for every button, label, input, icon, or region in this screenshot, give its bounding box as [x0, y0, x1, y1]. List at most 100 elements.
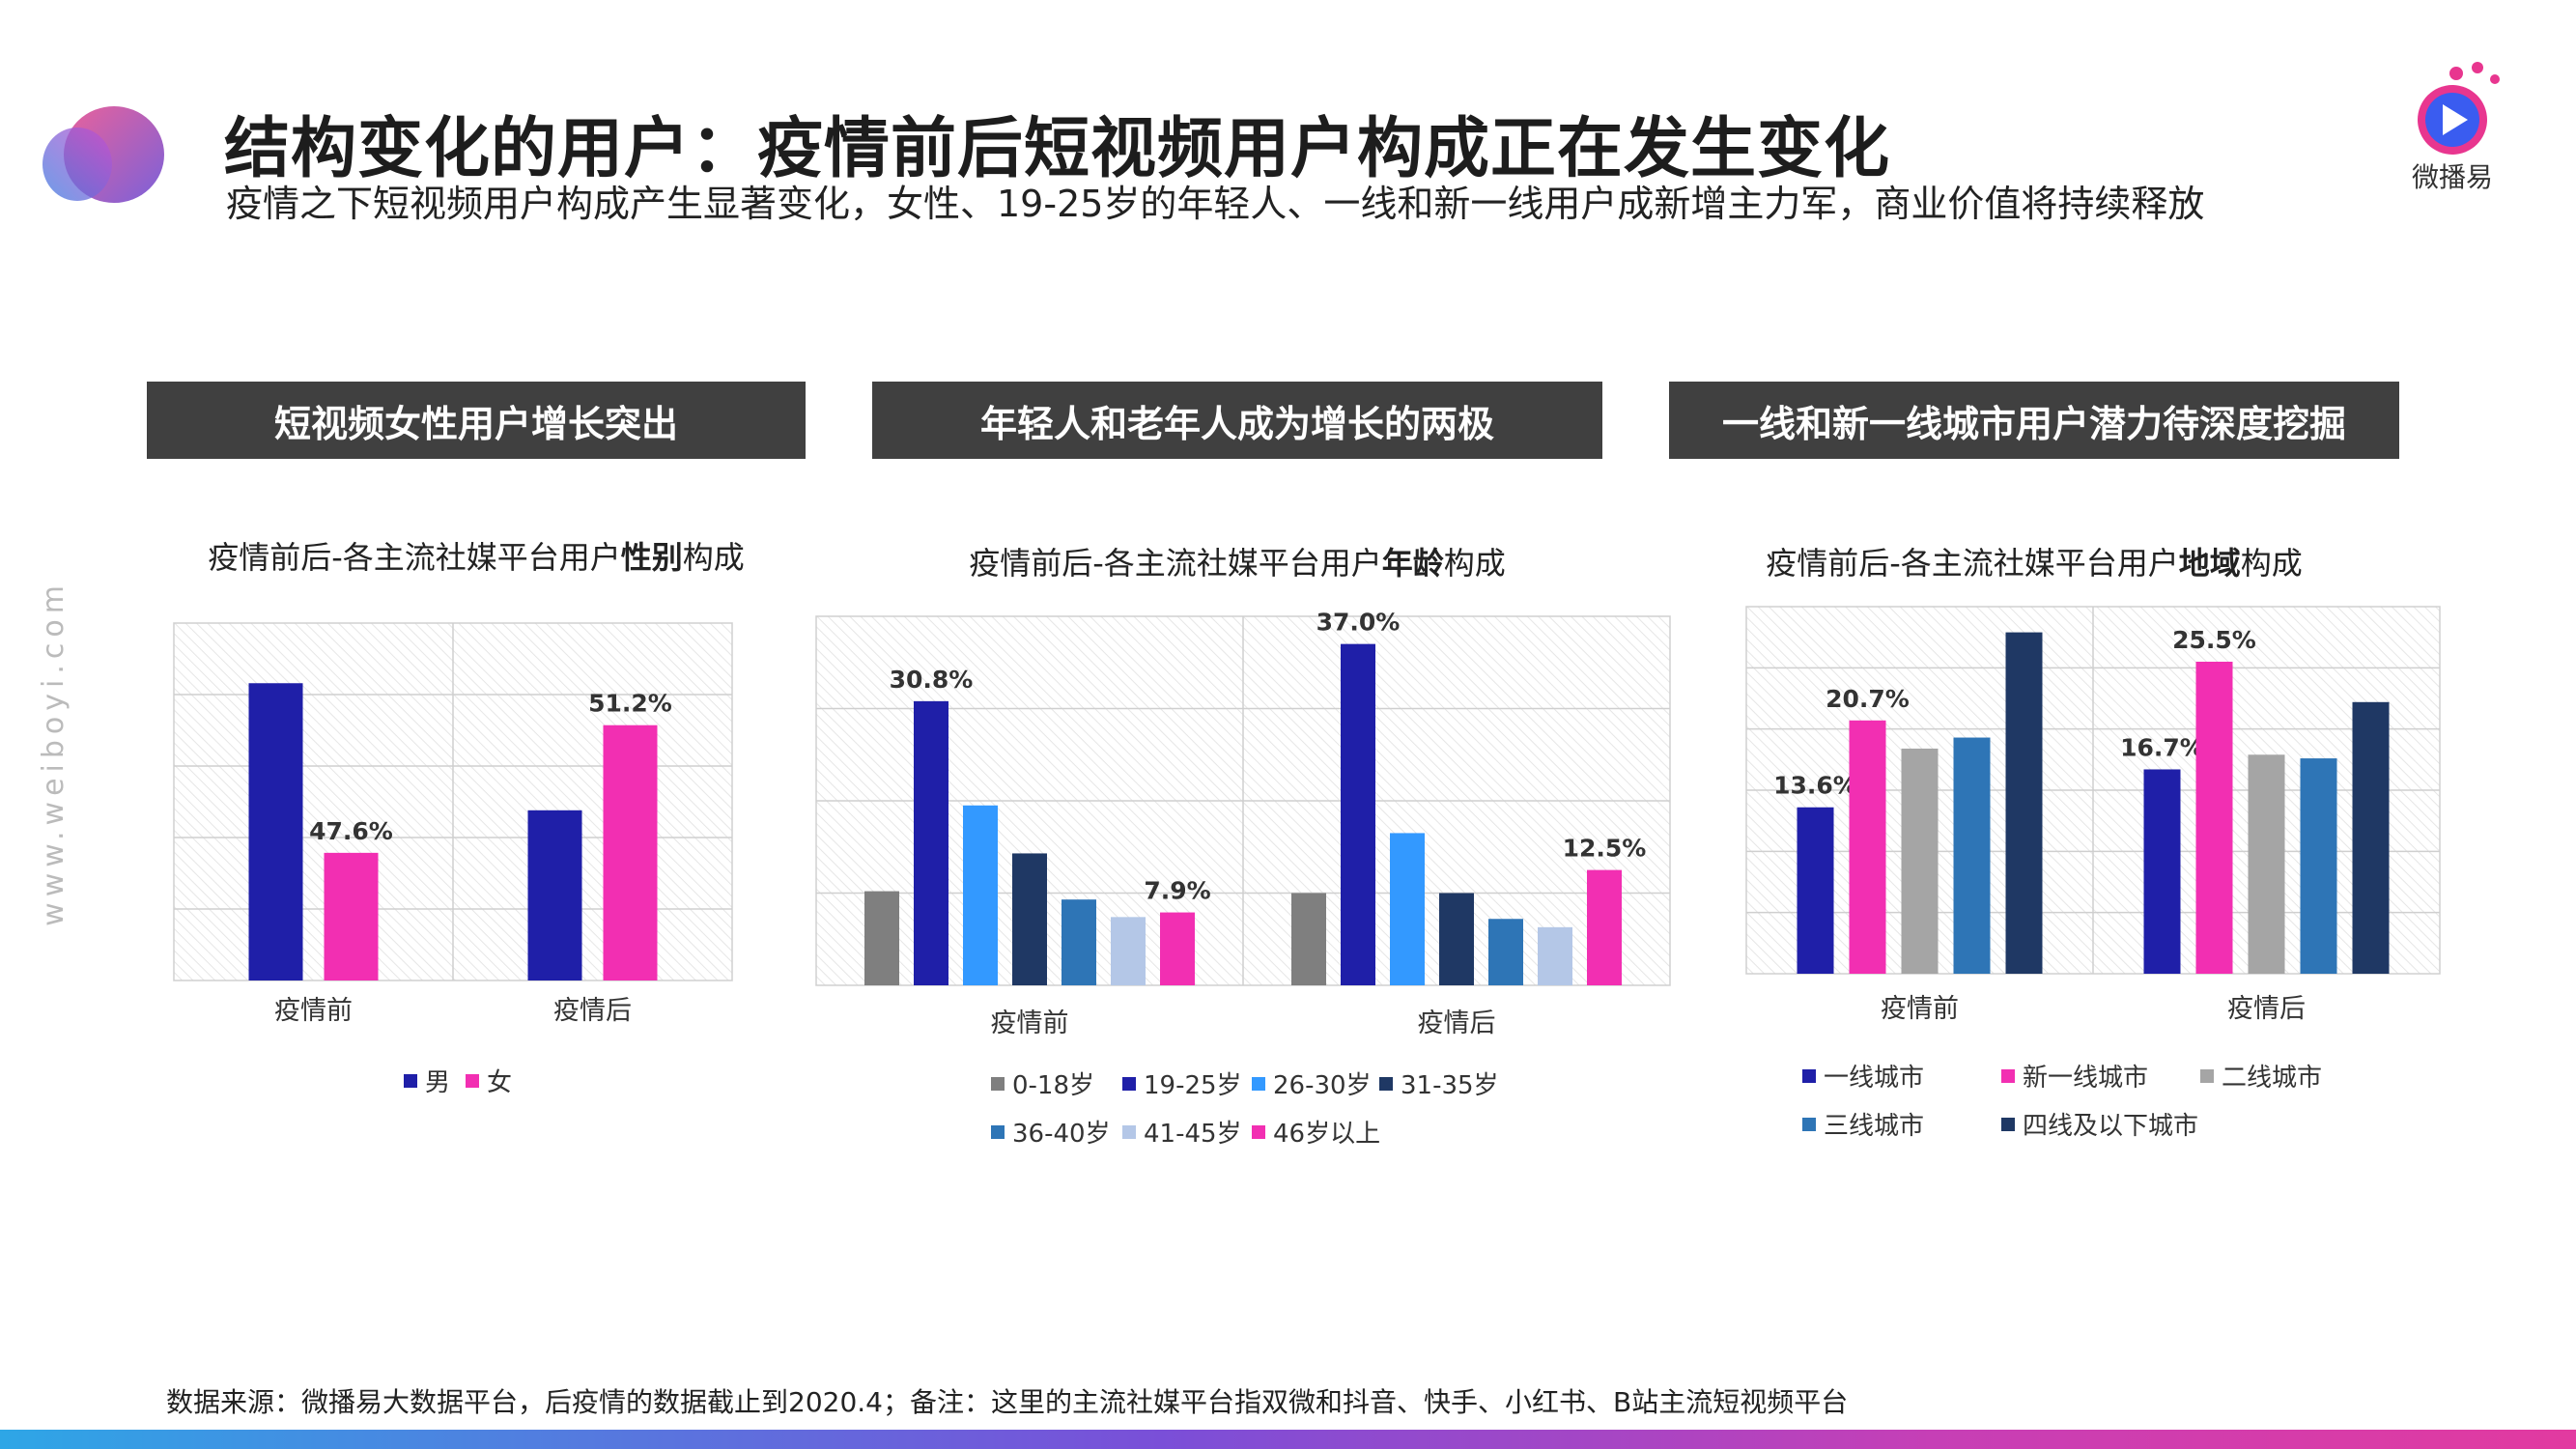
bar — [1390, 833, 1425, 985]
legend-swatch — [466, 1073, 479, 1088]
legend-swatch — [1802, 1117, 1816, 1131]
legend-label: 四线及以下城市 — [2023, 1112, 2199, 1141]
legend-swatch — [1379, 1076, 1393, 1091]
data-label: 47.6% — [309, 817, 393, 845]
page-title: 结构变化的用户：疫情前后短视频用户构成正在发生变化 — [224, 111, 1891, 187]
data-label: 30.8% — [890, 666, 974, 694]
chart-title-bold: 年龄 — [1381, 545, 1444, 582]
page-subtitle: 疫情之下短视频用户构成产生显著变化，女性、19-25岁的年轻人、一线和新一线用户… — [226, 183, 2205, 225]
legend-label: 46岁以上 — [1273, 1120, 1381, 1149]
data-label: 20.7% — [1826, 685, 1910, 713]
chart-title-gender: 疫情前后-各主流社媒平台用户性别构成 — [147, 533, 806, 578]
legend-swatch — [404, 1073, 417, 1088]
legend-label: 二线城市 — [2222, 1064, 2323, 1093]
bar — [2195, 662, 2233, 974]
bar — [2300, 758, 2337, 974]
legend-item: 36-40岁 — [991, 1114, 1111, 1150]
data-label: 25.5% — [2172, 626, 2256, 654]
legend-item: 二线城市 — [2200, 1058, 2322, 1094]
legend-label: 26-30岁 — [1273, 1071, 1372, 1100]
legend-item: 19-25岁 — [1122, 1065, 1242, 1101]
legend-label: 31-35岁 — [1401, 1071, 1499, 1100]
data-label: 37.0% — [1316, 609, 1401, 637]
legend-item: 四线及以下城市 — [2001, 1106, 2198, 1142]
bar — [1062, 899, 1096, 985]
chart-title-bold: 性别 — [620, 539, 683, 576]
legend-item: 一线城市 — [1802, 1058, 1924, 1094]
legend-region: 一线城市 新一线城市 二线城市 三线城市 四线及以下城市 — [1802, 1058, 2343, 1145]
gender-bar-chart: 47.6% 疫情前 51.2% 疫情后 — [173, 622, 733, 1026]
legend-label: 0-18岁 — [1012, 1071, 1095, 1100]
legend-label: 三线城市 — [1824, 1112, 1925, 1141]
legend-label: 19-25岁 — [1144, 1071, 1242, 1100]
bar — [1012, 853, 1047, 985]
chart-title-prefix: 疫情前后-各主流社媒平台用户 — [208, 539, 621, 576]
bar — [1160, 912, 1195, 985]
data-label: 13.6% — [1773, 772, 1857, 800]
bar — [2005, 632, 2043, 974]
chart-title-suffix: 构成 — [2240, 545, 2303, 582]
banner-gender: 短视频女性用户增长突出 — [147, 382, 806, 459]
legend-label: 男 — [425, 1068, 451, 1097]
bar — [248, 683, 303, 980]
legend-label: 新一线城市 — [2023, 1064, 2149, 1093]
category-label: 疫情前 — [274, 996, 353, 1026]
website-vertical-text: www.weiboyi.com — [37, 580, 71, 926]
bar — [1341, 643, 1375, 985]
bar — [603, 724, 658, 980]
brand-name: 微播易 — [2412, 161, 2494, 193]
legend-age: 0-18岁 19-25岁 26-30岁 31-35岁 36-40岁 41-45岁… — [991, 1065, 1571, 1152]
legend-label: 41-45岁 — [1144, 1120, 1242, 1149]
category-label: 疫情后 — [2227, 994, 2306, 1024]
legend-item: 女 — [466, 1063, 512, 1098]
age-bar-chart: 30.8% 7.9% 疫情前 37.0% 12.5% 疫情后 — [815, 609, 1671, 1038]
data-label: 12.5% — [1563, 835, 1647, 863]
chart-title-prefix: 疫情前后-各主流社媒平台用户 — [1766, 545, 2179, 582]
bar — [1587, 869, 1622, 985]
legend-swatch — [2200, 1068, 2214, 1083]
legend-item: 三线城市 — [1802, 1106, 1924, 1142]
bar — [1488, 919, 1523, 985]
legend-item: 男 — [404, 1063, 450, 1098]
bar — [864, 891, 899, 985]
footer-source-note: 数据来源：微播易大数据平台，后疫情的数据截止到2020.4；备注：这里的主流社媒… — [166, 1386, 1849, 1418]
data-label: 16.7% — [2120, 733, 2204, 761]
bar — [1901, 748, 1939, 974]
data-label: 7.9% — [1144, 877, 1210, 905]
legend-swatch — [1802, 1068, 1816, 1083]
chart-title-bold: 地域 — [2178, 545, 2241, 582]
bar — [1291, 893, 1326, 985]
banner-age: 年轻人和老年人成为增长的两极 — [872, 382, 1602, 459]
legend-swatch — [991, 1076, 1005, 1091]
legend-swatch — [1122, 1124, 1136, 1139]
bar — [527, 810, 582, 980]
bar — [2248, 754, 2285, 974]
bar — [2352, 701, 2390, 974]
category-label: 疫情后 — [1418, 1009, 1496, 1038]
bar — [963, 805, 998, 985]
legend-item: 46岁以上 — [1252, 1114, 1380, 1150]
legend-label: 女 — [487, 1068, 513, 1097]
bottom-gradient-bar — [0, 1430, 2576, 1449]
legend-item: 新一线城市 — [2001, 1058, 2148, 1094]
legend-swatch — [991, 1124, 1005, 1139]
category-label: 疫情前 — [991, 1009, 1069, 1038]
chart-title-region: 疫情前后-各主流社媒平台用户地域构成 — [1669, 539, 2399, 583]
legend-swatch — [1252, 1124, 1265, 1139]
category-label: 疫情后 — [553, 996, 632, 1026]
data-label: 51.2% — [588, 690, 672, 718]
legend-item: 0-18岁 — [991, 1065, 1094, 1101]
bar — [1439, 893, 1474, 985]
chart-title-suffix: 构成 — [682, 539, 745, 576]
banner-region: 一线和新一线城市用户潜力待深度挖掘 — [1669, 382, 2399, 459]
bar — [1849, 720, 1886, 974]
chart-title-suffix: 构成 — [1443, 545, 1506, 582]
category-label: 疫情前 — [1881, 994, 1959, 1024]
legend-swatch — [1122, 1076, 1136, 1091]
legend-swatch — [2001, 1068, 2015, 1083]
legend-label: 36-40岁 — [1012, 1120, 1111, 1149]
legend-label: 一线城市 — [1824, 1064, 1925, 1093]
legend-swatch — [2001, 1117, 2015, 1131]
brand-logo-blob — [42, 106, 164, 203]
legend-item: 31-35岁 — [1379, 1065, 1499, 1101]
